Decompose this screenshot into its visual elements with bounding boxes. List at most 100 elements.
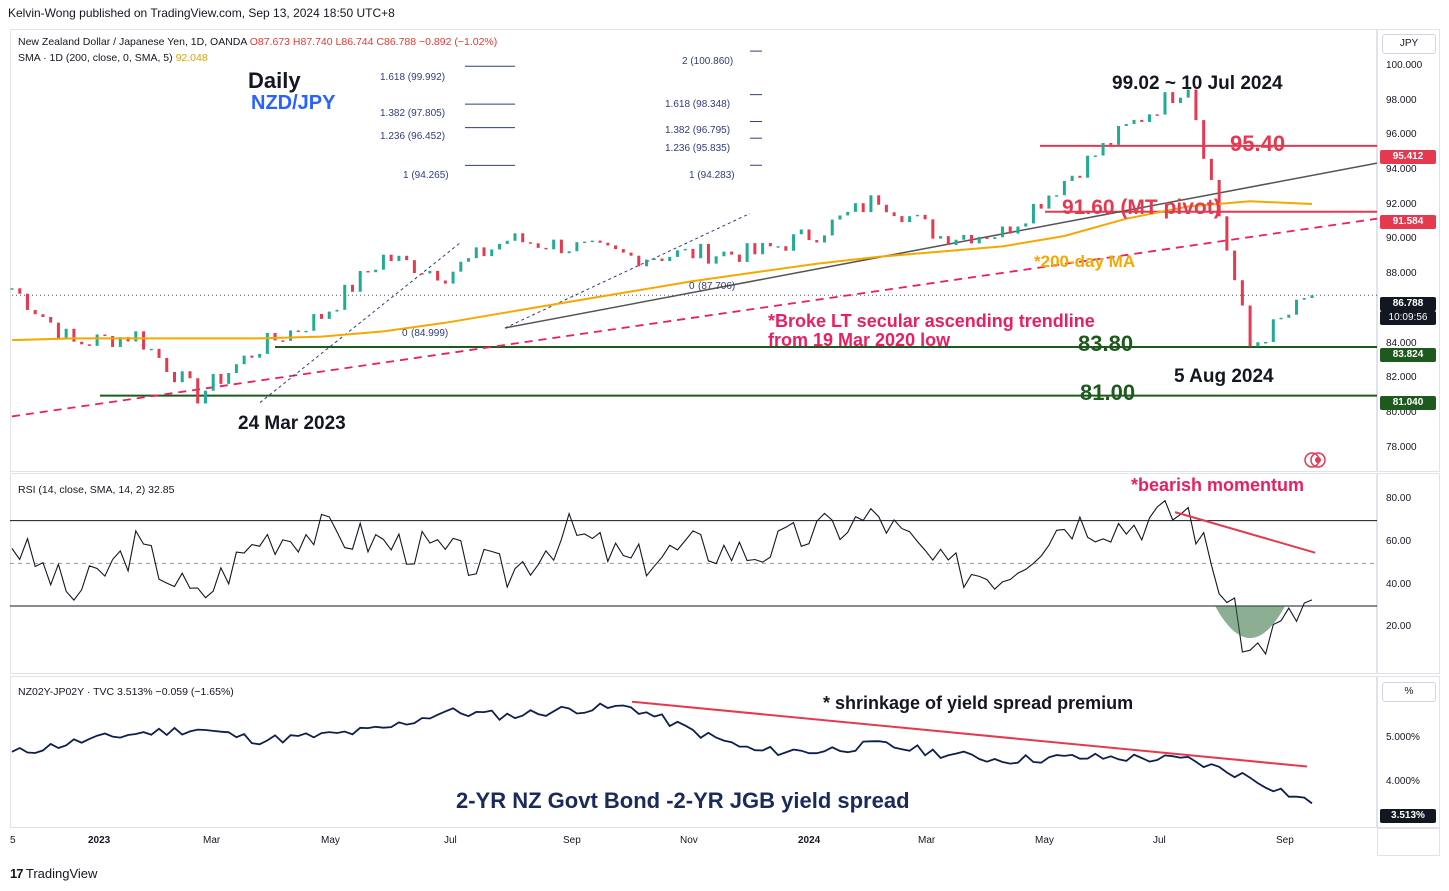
candle <box>389 254 393 262</box>
candle <box>1279 317 1283 320</box>
spread-tick: 5.000% <box>1386 731 1420 743</box>
candle <box>72 328 76 342</box>
candle <box>1117 126 1121 145</box>
candle <box>699 243 703 259</box>
candle <box>1124 123 1128 127</box>
candle <box>590 240 594 243</box>
candle <box>482 247 486 257</box>
candle <box>1202 120 1206 159</box>
percent-unit[interactable]: % <box>1382 682 1436 702</box>
candle <box>436 270 440 281</box>
candle <box>792 234 796 251</box>
candle <box>683 248 687 251</box>
candle <box>714 256 718 264</box>
candle <box>412 260 416 274</box>
candle <box>1024 223 1028 227</box>
candle <box>807 229 811 241</box>
candle <box>745 243 749 262</box>
brand-text: TradingView <box>25 866 98 881</box>
currency-unit[interactable]: JPY <box>1382 34 1436 54</box>
candle <box>993 237 997 240</box>
candle <box>1055 195 1059 197</box>
fib-base-mark-1: 0 <box>689 281 695 292</box>
candle <box>312 314 316 331</box>
candle <box>490 249 494 257</box>
candle <box>467 258 471 262</box>
candle <box>853 203 857 212</box>
ma-label: *200-day MA <box>1034 252 1136 271</box>
candle <box>157 348 161 358</box>
candle <box>544 247 548 250</box>
candle <box>900 216 904 223</box>
time-tick: 2023 <box>88 835 111 846</box>
time-tick: 5 <box>10 835 16 846</box>
candle <box>250 355 254 358</box>
candle <box>784 246 788 251</box>
candle <box>95 334 99 346</box>
badge-last-price: 86.788 <box>1380 297 1436 311</box>
fib-swing-1 <box>259 242 461 403</box>
candle <box>877 195 881 205</box>
candle <box>1078 175 1082 178</box>
price-legend: New Zealand Dollar / Japanese Yen, 1D, O… <box>18 36 497 48</box>
candle <box>1178 97 1182 104</box>
price-tick: 94.000 <box>1386 164 1417 176</box>
spread-legend: NZ02Y-JP02Y · TVC 3.513% −0.059 (−1.65%) <box>18 686 234 698</box>
candle <box>1093 155 1097 158</box>
candle <box>637 255 641 267</box>
candle <box>606 242 610 246</box>
rsi-tick: 80.00 <box>1386 493 1412 505</box>
candle <box>946 236 950 245</box>
candle <box>614 245 618 250</box>
candle <box>675 250 679 257</box>
candle <box>25 293 29 310</box>
candle <box>405 255 409 261</box>
spread-annotation-bottom: 2-YR NZ Govt Bond -2-YR JGB yield spread <box>456 788 910 813</box>
candle <box>149 348 153 351</box>
time-tick: Nov <box>680 835 698 846</box>
candle <box>459 261 463 272</box>
candle <box>1070 175 1074 181</box>
candle <box>536 243 540 248</box>
candle <box>552 239 556 250</box>
candle <box>722 251 726 257</box>
badge-95412: 95.412 <box>1380 150 1436 164</box>
spread-legend-label: NZ02Y-JP02Y · TVC <box>18 686 115 698</box>
candle <box>1031 203 1035 224</box>
candle <box>846 211 850 216</box>
candle <box>350 284 354 292</box>
candle <box>1248 305 1252 347</box>
pivot-label: 91.60 (MT pivot) <box>1062 196 1221 219</box>
price-tick: 82.000 <box>1386 372 1417 384</box>
candle <box>203 390 207 404</box>
candle <box>1233 250 1237 281</box>
candle <box>892 212 896 217</box>
candle <box>1225 216 1229 251</box>
candle <box>575 242 579 252</box>
candle <box>761 243 765 255</box>
candle <box>165 357 169 372</box>
fib-base-87706: (87.706) <box>698 281 736 292</box>
candle <box>1163 92 1167 115</box>
candle <box>343 284 347 310</box>
candle <box>1109 143 1113 145</box>
candle <box>211 373 215 391</box>
candle <box>1271 319 1275 342</box>
sma-legend: SMA · 1D (200, close, 0, SMA, 5) 92.048 <box>18 52 208 64</box>
candle <box>799 229 803 235</box>
candle <box>443 280 447 284</box>
candle <box>118 337 122 347</box>
trendline-label-1: *Broke LT secular ascending trendline <box>768 311 1095 331</box>
rsi-pane[interactable] <box>10 473 1377 674</box>
rsi-tick: 40.00 <box>1386 578 1412 590</box>
candle <box>931 219 935 239</box>
target-icon[interactable] <box>1302 451 1334 469</box>
sma-200-line <box>11 200 1313 342</box>
rsi-axis[interactable] <box>1377 473 1440 674</box>
sma-legend-label: SMA · 1D (200, close, 0, SMA, 5) <box>18 52 173 64</box>
candle <box>1302 297 1306 300</box>
pair-label: NZD/JPY <box>251 92 336 114</box>
candle <box>304 330 308 333</box>
spread-legend-values: 3.513% −0.059 (−1.65%) <box>117 686 234 698</box>
r1-label: 95.40 <box>1230 131 1286 156</box>
